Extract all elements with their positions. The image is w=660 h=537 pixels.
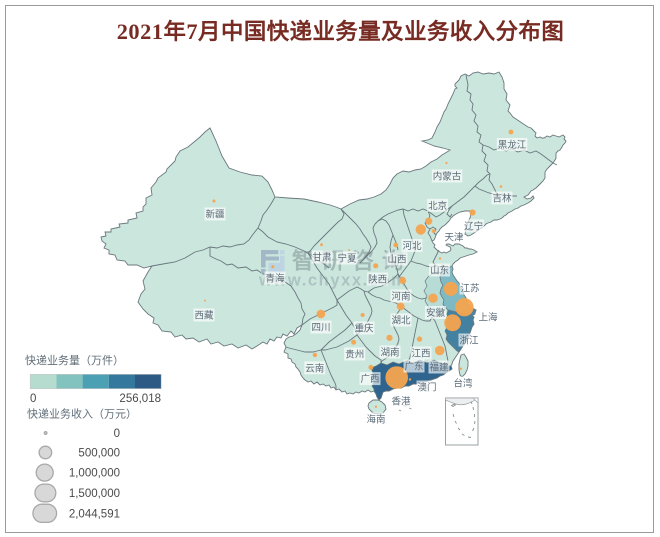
svg-text:江西: 江西 (411, 349, 430, 360)
svg-text:河南: 河南 (391, 291, 410, 303)
svg-text:山东: 山东 (430, 265, 449, 277)
svg-text:2,044,591: 2,044,591 (69, 508, 120, 520)
svg-text:甘肃: 甘肃 (312, 252, 331, 264)
svg-text:新疆: 新疆 (205, 209, 225, 221)
svg-text:重庆: 重庆 (354, 323, 374, 335)
svg-text:陕西: 陕西 (368, 274, 387, 286)
svg-text:江苏: 江苏 (460, 283, 480, 295)
svg-text:快递业务量（万件）: 快递业务量（万件） (25, 353, 124, 367)
svg-text:云南: 云南 (305, 362, 324, 374)
svg-text:四川: 四川 (311, 323, 330, 334)
svg-text:辽宁: 辽宁 (464, 220, 483, 232)
svg-text:1,500,000: 1,500,000 (69, 488, 120, 500)
svg-text:1,000,000: 1,000,000 (69, 468, 120, 480)
svg-text:上海: 上海 (478, 312, 498, 324)
svg-text:宁夏: 宁夏 (337, 253, 357, 265)
svg-text:0: 0 (30, 393, 36, 405)
svg-text:内蒙古: 内蒙古 (433, 171, 462, 183)
svg-text:北京: 北京 (428, 200, 447, 212)
svg-text:浙江: 浙江 (459, 335, 479, 347)
svg-text:香港: 香港 (391, 396, 411, 408)
svg-text:湖北: 湖北 (391, 316, 411, 327)
svg-text:广东: 广东 (404, 361, 423, 373)
svg-text:安徽: 安徽 (426, 307, 446, 319)
svg-text:青海: 青海 (265, 273, 285, 285)
svg-text:2021年7月中国快递业务量及业务收入分布图: 2021年7月中国快递业务量及业务收入分布图 (117, 18, 565, 44)
svg-text:0: 0 (114, 428, 120, 440)
svg-text:吉林: 吉林 (492, 193, 512, 205)
svg-text:500,000: 500,000 (78, 448, 120, 460)
svg-text:黑龙江: 黑龙江 (498, 139, 527, 151)
svg-text:福建: 福建 (429, 362, 449, 374)
svg-text:天津: 天津 (444, 232, 464, 243)
svg-text:河北: 河北 (402, 240, 422, 252)
svg-text:澳门: 澳门 (417, 382, 436, 394)
svg-text:256,018: 256,018 (119, 393, 161, 405)
svg-text:海南: 海南 (366, 414, 385, 426)
svg-text:台湾: 台湾 (453, 378, 473, 390)
svg-text:山西: 山西 (387, 255, 406, 266)
svg-text:快递业务收入（万元）: 快递业务收入（万元） (27, 407, 137, 421)
svg-text:贵州: 贵州 (345, 349, 364, 361)
svg-text:西藏: 西藏 (194, 310, 214, 322)
svg-text:广西: 广西 (360, 373, 379, 385)
svg-text:湖南: 湖南 (380, 347, 399, 359)
